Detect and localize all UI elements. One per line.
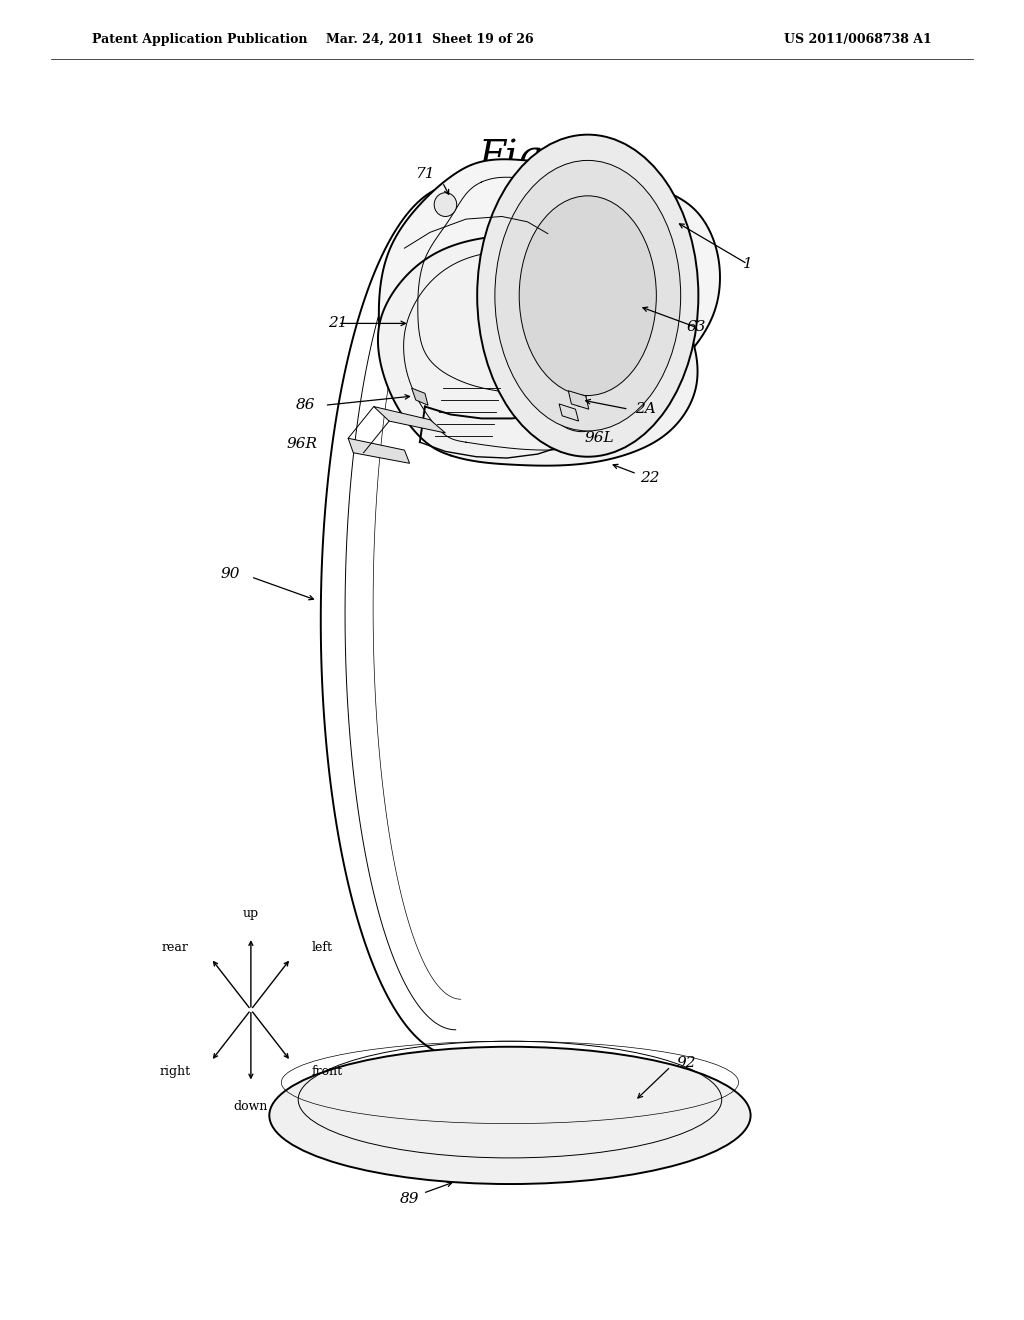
- Polygon shape: [379, 160, 720, 417]
- Polygon shape: [378, 235, 697, 466]
- Ellipse shape: [525, 234, 638, 432]
- Polygon shape: [559, 404, 579, 421]
- Text: 1: 1: [742, 257, 753, 271]
- Ellipse shape: [477, 135, 698, 457]
- Text: rear: rear: [162, 941, 188, 954]
- Text: 71: 71: [415, 168, 435, 181]
- Ellipse shape: [519, 195, 656, 396]
- Text: 96R: 96R: [287, 437, 317, 450]
- Text: up: up: [243, 907, 259, 920]
- Polygon shape: [412, 388, 428, 405]
- Text: 63: 63: [686, 321, 707, 334]
- Ellipse shape: [269, 1047, 751, 1184]
- Polygon shape: [568, 391, 589, 409]
- Text: front: front: [311, 1065, 342, 1078]
- Text: US 2011/0068738 A1: US 2011/0068738 A1: [784, 33, 932, 46]
- Text: 21: 21: [328, 317, 348, 330]
- Text: Patent Application Publication: Patent Application Publication: [92, 33, 307, 46]
- Ellipse shape: [434, 193, 457, 216]
- Text: 92: 92: [676, 1056, 696, 1069]
- Text: 86: 86: [295, 399, 315, 412]
- Text: Fig. 19: Fig. 19: [478, 139, 617, 177]
- Text: 89: 89: [399, 1192, 420, 1205]
- Text: 90: 90: [220, 568, 241, 581]
- Polygon shape: [374, 407, 445, 433]
- Text: 22: 22: [640, 471, 660, 484]
- Text: left: left: [311, 941, 333, 954]
- Text: 2A: 2A: [635, 403, 655, 416]
- Text: down: down: [233, 1100, 268, 1113]
- Text: right: right: [160, 1065, 190, 1078]
- Text: Mar. 24, 2011  Sheet 19 of 26: Mar. 24, 2011 Sheet 19 of 26: [327, 33, 534, 46]
- Polygon shape: [565, 334, 590, 407]
- Ellipse shape: [495, 161, 681, 430]
- Polygon shape: [348, 438, 410, 463]
- Text: 96L: 96L: [585, 432, 613, 445]
